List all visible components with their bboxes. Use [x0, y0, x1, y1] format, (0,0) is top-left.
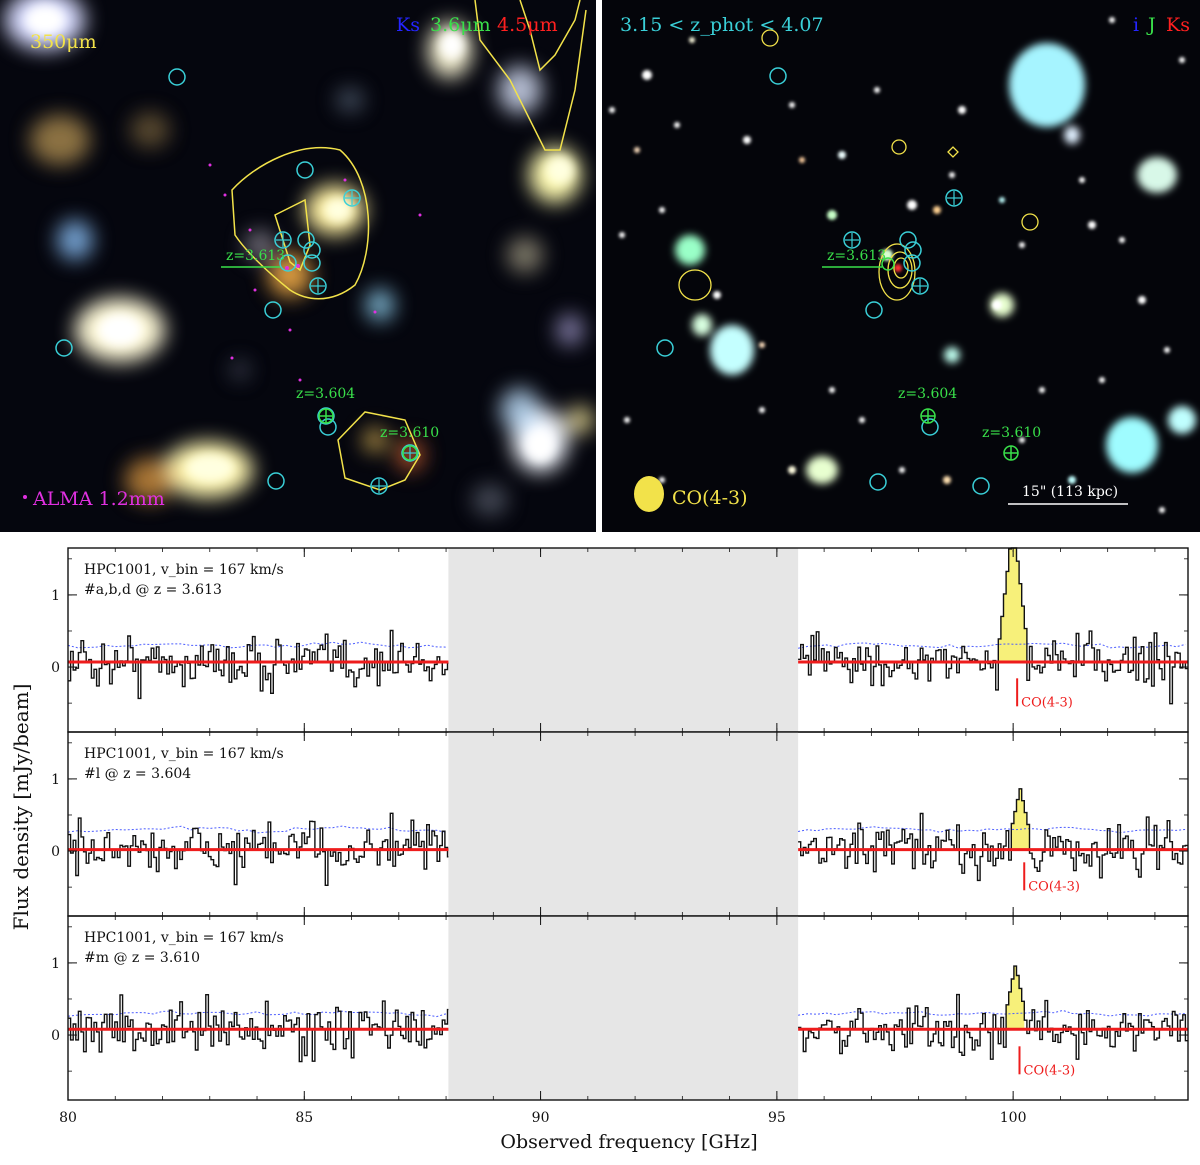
- gap-band: [448, 916, 799, 1100]
- spectrum-histogram: [68, 812, 449, 886]
- redshift-label-m: z=3.610: [380, 425, 439, 441]
- x-tick-label: 80: [59, 1110, 77, 1126]
- x-tick-label: 95: [768, 1110, 786, 1126]
- co-line-fill: [998, 548, 1027, 662]
- redshift-label-m-right: z=3.610: [982, 425, 1041, 441]
- panel-title-line1: HPC1001, v_bin = 167 km/s: [84, 930, 284, 946]
- co-line-label: CO(4-3): [1024, 1063, 1076, 1078]
- x-axis-label: Observed frequency [GHz]: [500, 1131, 757, 1153]
- y-tick-label: 1: [51, 772, 60, 788]
- y-axis-label: Flux density [mJy/beam]: [9, 684, 33, 931]
- panel-irac-image: z=3.613 z=3.604 z=3.610 350μm Ks 3.6μm 4…: [0, 0, 596, 532]
- label-zphot-range: 3.15 < z_phot < 4.07: [620, 14, 824, 36]
- y-tick-label: 1: [51, 956, 60, 972]
- y-tick-label: 0: [51, 844, 60, 860]
- panel-title-line1: HPC1001, v_bin = 167 km/s: [84, 746, 284, 762]
- x-tick-label: 90: [532, 1110, 550, 1126]
- gap-band: [448, 732, 799, 916]
- co-line-label: CO(4-3): [1028, 879, 1080, 894]
- spectrum-histogram: [68, 994, 449, 1063]
- label-alma: ALMA 1.2mm: [32, 488, 165, 510]
- scale-bar-label: 15" (113 kpc): [1022, 484, 1118, 500]
- label-4-5um: 4.5μm: [497, 14, 558, 36]
- redshift-label-l-right: z=3.604: [898, 386, 957, 402]
- x-tick-label: 100: [1000, 1110, 1027, 1126]
- rms-curve: [798, 1009, 1186, 1017]
- label-3-6um: 3.6μm: [430, 14, 491, 36]
- ijks-image-svg: z=3.613 z=3.604 z=3.610 3.15 < z_phot < …: [602, 0, 1200, 532]
- y-tick-label: 1: [51, 588, 60, 604]
- panel-title-line2: #a,b,d @ z = 3.613: [84, 582, 222, 598]
- label-co-beam: CO(4-3): [672, 487, 748, 509]
- label-ks-band: Ks: [1166, 14, 1190, 36]
- label-i-band: i: [1133, 14, 1139, 36]
- alma-dot-legend: [23, 495, 27, 499]
- spectrum-histogram: [798, 547, 1188, 705]
- redshift-label-l: z=3.604: [296, 386, 355, 402]
- redshift-label-a: z=3.613: [226, 248, 285, 264]
- label-ks-left: Ks: [396, 14, 420, 36]
- panel-frame: [67, 915, 1189, 1101]
- y-tick-label: 0: [51, 660, 60, 676]
- y-tick-label: 0: [51, 1028, 60, 1044]
- panel-ijks-image: z=3.613 z=3.604 z=3.610 3.15 < z_phot < …: [602, 0, 1200, 532]
- co-beam-ellipse: [634, 476, 664, 512]
- irac-image-svg: z=3.613 z=3.604 z=3.610 350μm Ks 3.6μm 4…: [0, 0, 596, 532]
- panel-title-line2: #l @ z = 3.604: [84, 766, 191, 782]
- rms-curve: [798, 642, 1186, 649]
- redshift-label-a-right: z=3.613: [827, 248, 886, 264]
- co-line-label: CO(4-3): [1021, 695, 1073, 710]
- co-line-fill: [1011, 788, 1030, 850]
- co-line-fill: [1006, 966, 1025, 1030]
- panel-title-line2: #m @ z = 3.610: [84, 950, 200, 966]
- label-350um: 350μm: [30, 31, 97, 53]
- x-tick-label: 85: [295, 1110, 313, 1126]
- spectra-chart: 0 1 HPC1001, v_bin = 167 km/s #a,b,d @ z = …: [0, 532, 1200, 1165]
- panel-title-line1: HPC1001, v_bin = 167 km/s: [84, 562, 284, 578]
- label-j-band: J: [1146, 14, 1156, 36]
- gap-band: [448, 548, 799, 732]
